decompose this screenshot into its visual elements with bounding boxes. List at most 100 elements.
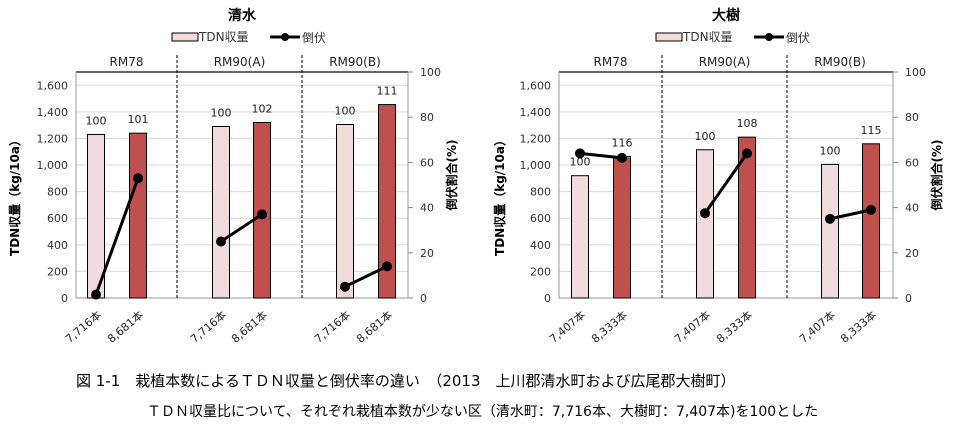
y-axis-title: TDN収量（kg/10a）	[7, 134, 22, 256]
group-label: RM90(B)	[329, 55, 381, 69]
x-tick-label: 7,407本	[546, 308, 588, 346]
y-tick-label: 800	[530, 186, 551, 199]
lodging-point	[575, 148, 585, 159]
lodging-line	[579, 151, 623, 160]
y-tick-label: 600	[530, 212, 551, 225]
lodging-point	[91, 289, 101, 300]
y2-tick-label: 80	[905, 111, 919, 124]
x-tick-label: 7,716本	[311, 308, 353, 346]
legend-bar-swatch	[655, 32, 683, 42]
figure-caption: 図 1-1 栽植本数によるＴＤＮ収量と倒伏率の違い （2013 上川郡清水町およ…	[76, 372, 736, 390]
lodging-point	[133, 173, 143, 184]
y-tick-label: 1,600	[37, 79, 69, 92]
figure-note: ＴＤＮ収量比について、それぞれ栽植本数が少ない区（清水町：7,716本、大樹町：…	[147, 404, 819, 420]
lodging-point	[742, 148, 752, 159]
bar-data-label: 100	[695, 130, 716, 143]
x-tick-label: 7,716本	[62, 308, 104, 346]
y-tick-label: 1,400	[37, 106, 69, 119]
group-label: RM78	[110, 55, 144, 69]
y-tick-label: 400	[530, 239, 551, 252]
y2-tick-label: 40	[905, 202, 919, 215]
lodging-point	[866, 204, 876, 215]
y-tick-label: 0	[61, 292, 68, 305]
chart-title: 清水	[228, 7, 257, 24]
bar-data-label: 100	[86, 114, 107, 127]
y2-tick-label: 100	[905, 66, 926, 79]
y2-tick-label: 0	[420, 292, 427, 305]
bar	[696, 149, 714, 299]
legend-bar-swatch	[171, 32, 199, 42]
bar-data-label: 100	[820, 144, 841, 157]
bar-data-label: 100	[570, 156, 591, 169]
y2-tick-label: 80	[420, 111, 434, 124]
y-tick-label: 600	[47, 212, 68, 225]
x-tick-label: 8,681本	[104, 308, 146, 346]
y2-tick-label: 40	[420, 202, 434, 215]
lodging-point	[382, 261, 392, 272]
x-tick-label: 8,333本	[837, 308, 879, 346]
y-tick-label: 1,400	[520, 106, 552, 119]
lodging-point	[257, 209, 267, 220]
y-tick-label: 1,200	[520, 132, 552, 145]
lodging-line	[220, 213, 263, 243]
x-tick-label: 8,681本	[228, 308, 270, 346]
bar	[613, 155, 631, 299]
y-tick-label: 0	[544, 292, 551, 305]
lodging-point	[340, 281, 350, 292]
y2-tick-label: 0	[905, 292, 912, 305]
group-label: RM90(A)	[214, 55, 266, 69]
y-tick-label: 200	[47, 265, 68, 278]
x-tick-label: 8,681本	[353, 308, 395, 346]
x-tick-label: 7,407本	[671, 308, 713, 346]
legend-line-marker	[281, 33, 289, 41]
bar	[212, 126, 230, 299]
bar-data-label: 116	[612, 136, 633, 149]
legend-line-label: 倒伏	[786, 31, 810, 45]
y-tick-label: 400	[47, 239, 68, 252]
y-tick-label: 1,200	[37, 132, 69, 145]
y2-tick-label: 20	[905, 247, 919, 260]
bar	[571, 175, 589, 299]
x-tick-label: 7,716本	[187, 308, 229, 346]
bar-data-label: 100	[211, 107, 232, 120]
lodging-line	[829, 208, 872, 221]
bar-data-label: 108	[737, 117, 758, 130]
x-tick-label: 7,407本	[796, 308, 838, 346]
lodging-point	[700, 208, 710, 219]
legend-bar-label: TDN収量	[682, 30, 733, 44]
y2-tick-label: 20	[420, 247, 434, 260]
x-tick-label: 8,333本	[588, 308, 630, 346]
bar-data-label: 111	[377, 85, 398, 98]
y-tick-label: 1,000	[37, 159, 69, 172]
bar-data-label: 100	[335, 105, 356, 118]
y-tick-label: 200	[530, 265, 551, 278]
bar	[378, 104, 396, 299]
x-tick-label: 8,333本	[713, 308, 755, 346]
chart-title: 大樹	[712, 7, 740, 24]
y2-tick-label: 60	[420, 156, 434, 169]
bar	[336, 124, 354, 299]
y-tick-label: 1,000	[520, 159, 552, 172]
lodging-point	[825, 213, 835, 224]
lodging-point	[617, 152, 627, 163]
legend-line-marker	[765, 33, 773, 41]
lodging-line	[703, 152, 749, 215]
group-label: RM90(A)	[699, 55, 751, 69]
bar-data-label: 102	[252, 103, 273, 116]
y2-axis-title: 倒伏割合(%)	[444, 140, 459, 212]
bar	[821, 163, 839, 299]
bar-data-label: 101	[128, 113, 149, 126]
y2-tick-label: 100	[420, 66, 441, 79]
lodging-line	[344, 265, 388, 289]
y-tick-label: 1,600	[520, 79, 552, 92]
y2-tick-label: 60	[905, 156, 919, 169]
legend-bar-label: TDN収量	[198, 30, 249, 44]
bar	[129, 132, 147, 299]
y2-axis-title: 倒伏割合(%)	[929, 140, 944, 212]
bar	[738, 136, 756, 299]
bar	[87, 133, 105, 299]
group-label: RM78	[594, 55, 628, 69]
